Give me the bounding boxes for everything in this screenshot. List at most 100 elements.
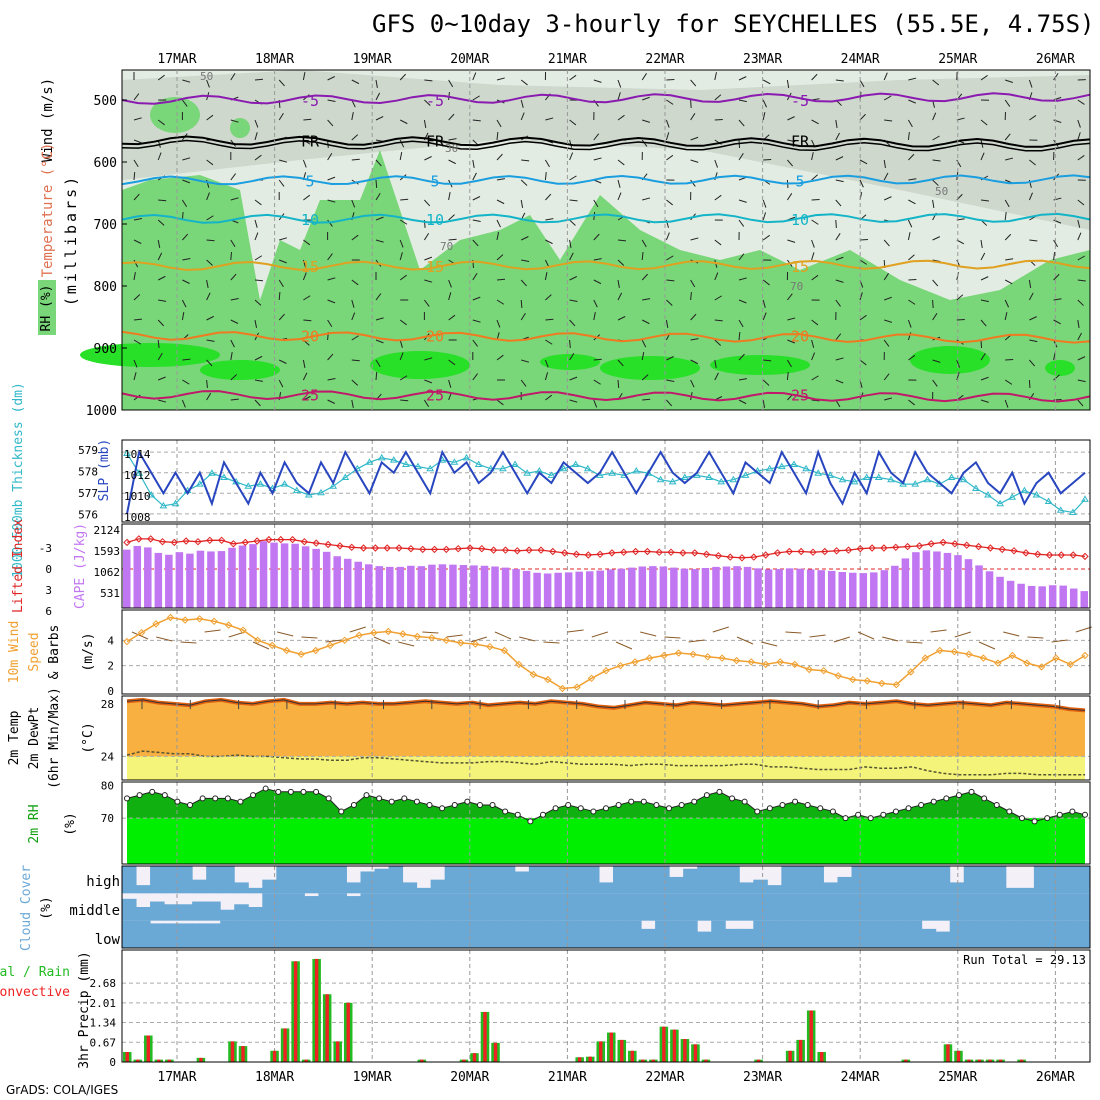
wind-barb [641, 251, 644, 261]
wind-speed-point [1066, 660, 1075, 669]
wind-barb [496, 278, 506, 281]
cloud-bar-middle [304, 896, 319, 921]
rh2m-point [124, 795, 130, 802]
cloud-bar-middle [290, 893, 305, 921]
lifted-point [229, 540, 238, 548]
cape-tick: 1593 [94, 545, 121, 558]
cloud-bar-middle [669, 893, 684, 921]
cloud-bar-low [192, 923, 207, 948]
wind-barb [883, 196, 892, 201]
upper-air-frame [121, 69, 1091, 411]
wind-barb [908, 199, 916, 205]
wind-barb [786, 359, 792, 368]
wind-barb [642, 197, 651, 201]
cloud-bar-high [444, 866, 460, 894]
cloud-bar-high [697, 866, 712, 894]
wind-barb [424, 279, 433, 283]
thickness-point [814, 469, 823, 476]
thickness-point [171, 499, 180, 507]
wind-barb [181, 299, 187, 308]
wind-speed-point [936, 646, 944, 655]
wind-barb [787, 339, 796, 344]
precip-panel-frame [121, 949, 1091, 1063]
thickness-point [608, 469, 616, 476]
wind-barb [520, 379, 527, 387]
wind-barb [1077, 356, 1086, 361]
wind-barb [351, 299, 355, 308]
wind-barb-10m [180, 641, 197, 644]
rh2m-point [565, 801, 572, 808]
wind-barb [811, 174, 818, 181]
thickness-point [329, 482, 338, 489]
rh2m-point [199, 795, 206, 802]
wind-barb [617, 179, 621, 188]
wind-barb [472, 95, 480, 101]
wind-barb [617, 192, 622, 201]
rh2m-point [892, 808, 899, 815]
wind-barb [230, 197, 239, 201]
rh2m-point [855, 811, 862, 818]
wind-barb [133, 239, 142, 244]
wind-barb [544, 272, 548, 281]
cloud-bar-high [1033, 866, 1049, 894]
isotherm-label: 25 [301, 387, 319, 405]
precip-conv-bar [620, 1039, 624, 1062]
thickness-point [377, 453, 386, 461]
cape-bar [870, 572, 878, 608]
wind-barb [278, 291, 281, 301]
wind-barb [1053, 96, 1062, 101]
wind-speed-point [790, 660, 799, 669]
cloud-bar-middle [136, 907, 151, 921]
wind-barb [617, 292, 623, 301]
rh2m-point [993, 801, 1000, 808]
wind-barb [182, 157, 191, 161]
wind-barb [738, 378, 747, 381]
wind-barb [472, 373, 479, 381]
wind-barb [980, 252, 986, 261]
thickness-point [1056, 506, 1065, 513]
wind-barb-10m [373, 636, 391, 645]
wind-barb [375, 216, 384, 221]
wind-barb [884, 296, 892, 301]
wind-barb [375, 293, 382, 301]
wind-barb [303, 319, 312, 322]
precip-conv-bar [346, 1002, 350, 1062]
wind-barb [569, 252, 574, 261]
cape-bar [891, 565, 899, 608]
cloud-bar-low [304, 920, 319, 948]
wind-barb [158, 399, 167, 403]
lifted-point [761, 551, 770, 559]
thickness-point [984, 491, 992, 498]
wind-barb [375, 116, 384, 121]
isotherm-label: FR [791, 132, 810, 150]
precip-conv-bar [683, 1039, 687, 1062]
cape-bar [1017, 583, 1025, 608]
wind-speed-point [515, 660, 523, 669]
cape-panel-frame [121, 523, 1091, 609]
cape-bar [1006, 580, 1015, 608]
wind-barb [1077, 299, 1084, 306]
cape-bar [165, 554, 173, 608]
thickness-point [317, 488, 325, 496]
wind-barb [1028, 379, 1031, 389]
precip-conv-bar [988, 1059, 992, 1062]
precip-conv-bar [304, 1059, 308, 1062]
wind-barb [182, 257, 191, 261]
wind-barb [351, 312, 356, 321]
wind-barb [399, 274, 407, 281]
wind-barb-10m [204, 629, 221, 633]
wind-barb [593, 299, 598, 308]
wind-barb [835, 279, 844, 283]
wind-barb [1004, 199, 1010, 208]
cloud-bar-low [178, 923, 193, 948]
lifted-point [619, 548, 628, 556]
wind-barb [666, 154, 674, 161]
rh2m-point [1018, 815, 1025, 822]
cloud-bar-low [963, 920, 979, 948]
wind-barb [133, 139, 142, 144]
cloud-bar-high [346, 882, 361, 894]
rh2m-point [237, 798, 244, 805]
cape-bar [680, 568, 689, 608]
x-axis-bottom-label: 21MAR [548, 1070, 587, 1085]
wind-barb-10m [906, 641, 923, 644]
